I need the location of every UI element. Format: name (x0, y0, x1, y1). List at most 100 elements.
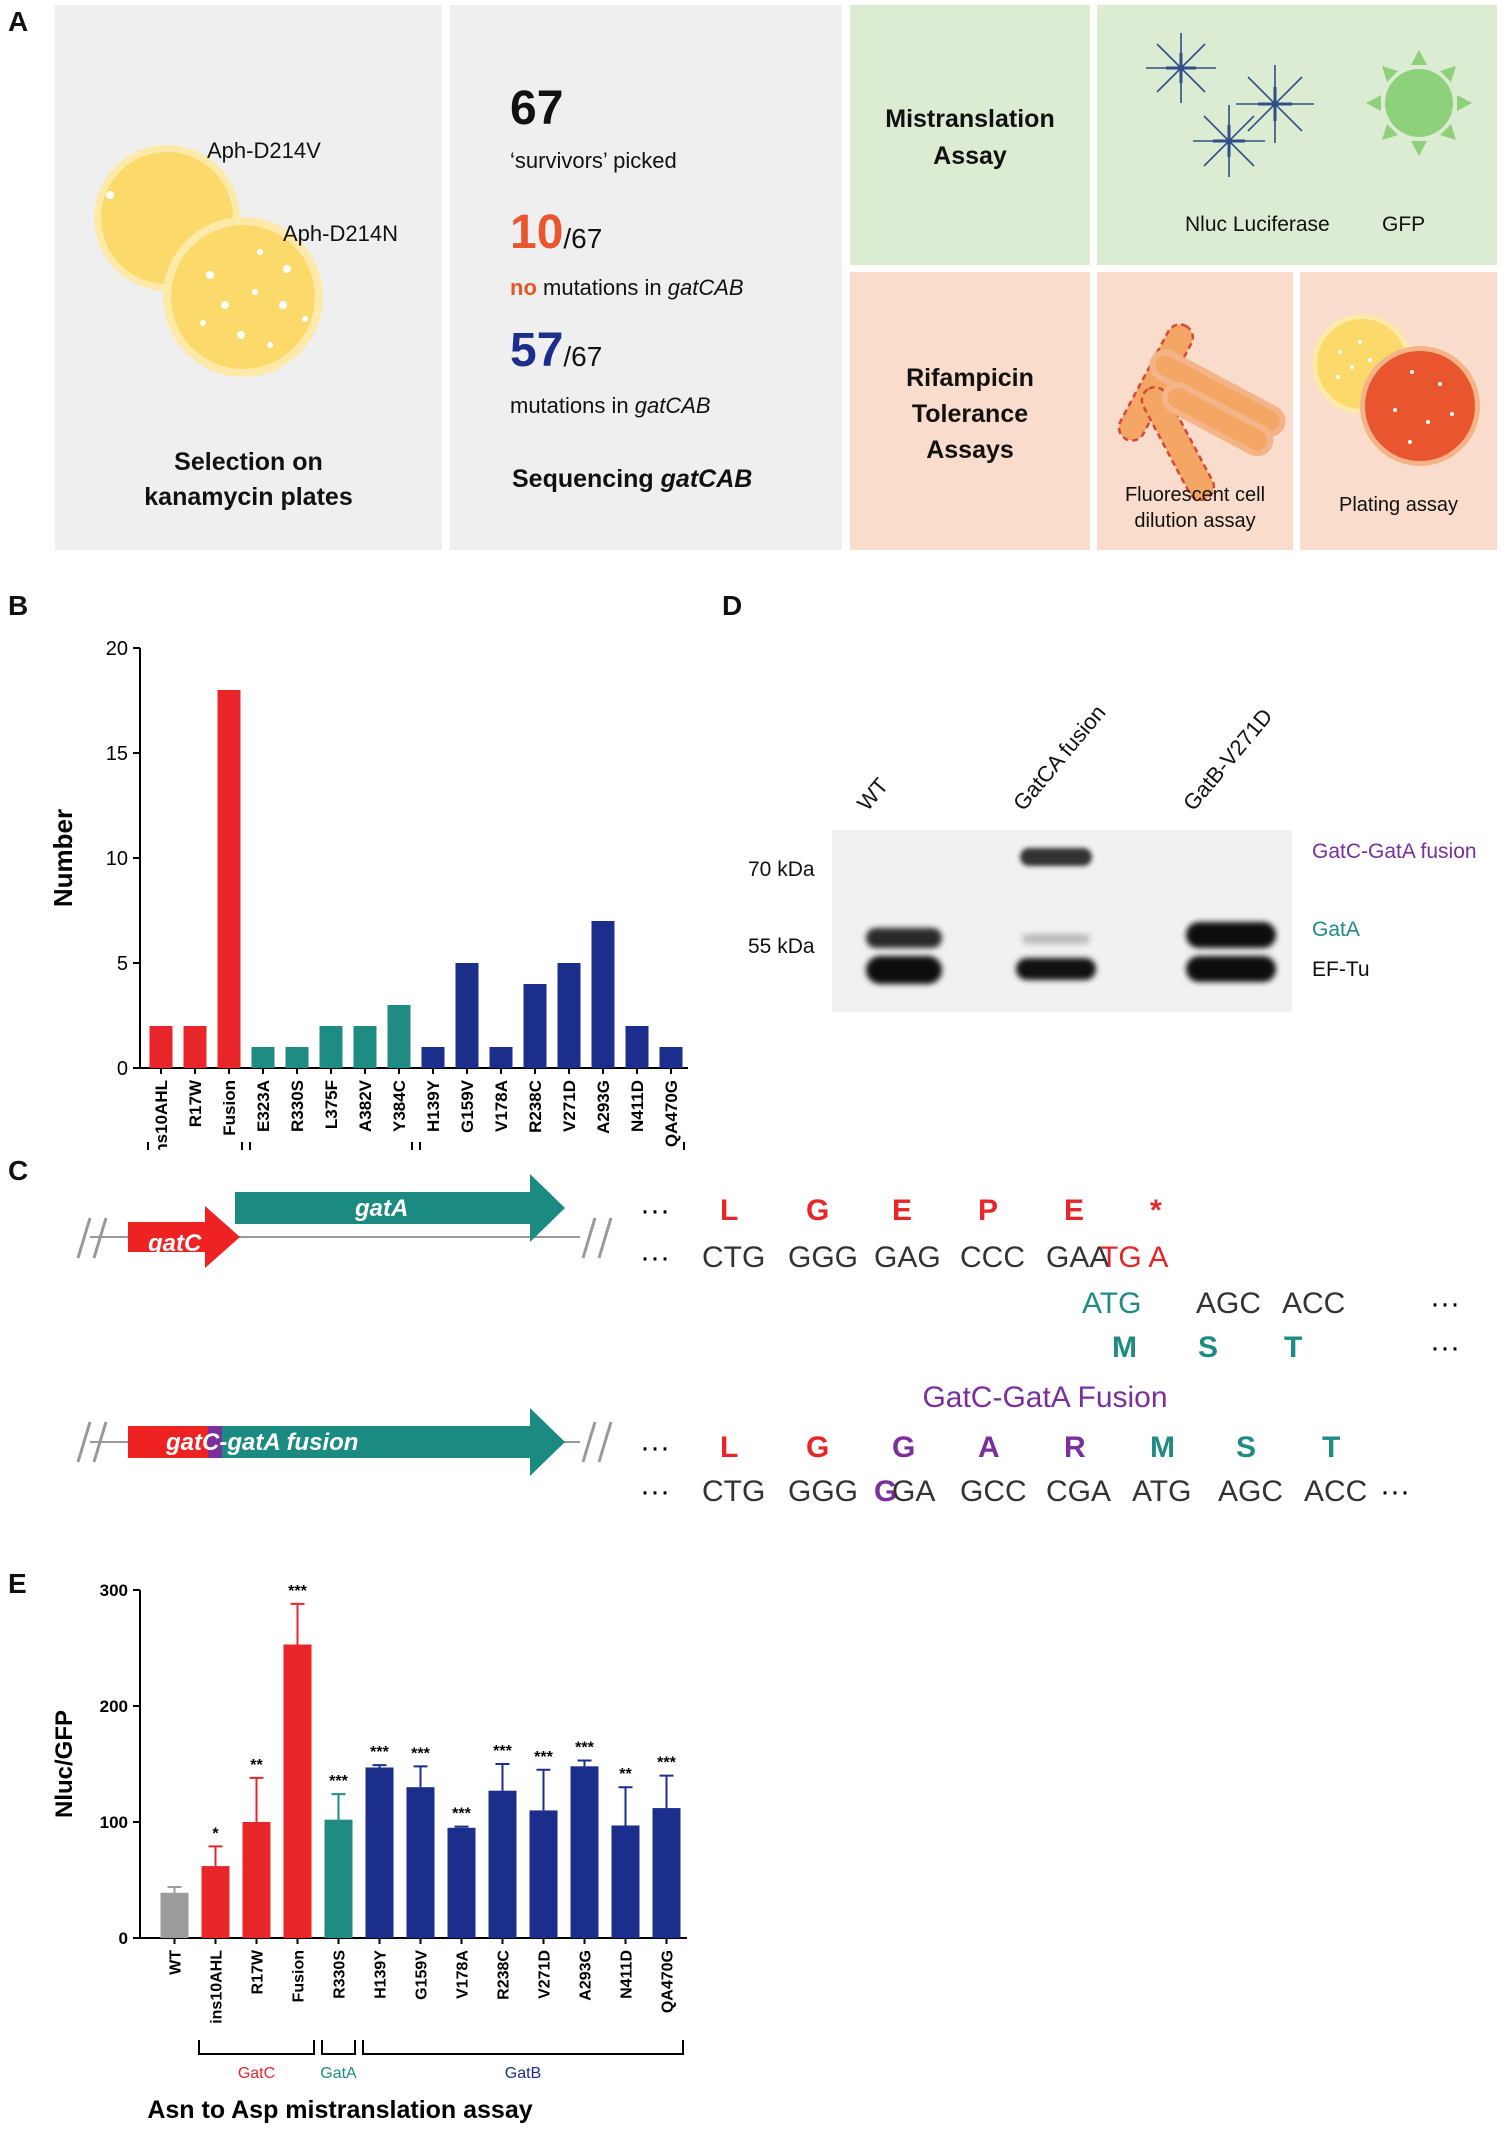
x-tick-label: N411D (619, 1950, 636, 1999)
rifampicin-title-box: Rifampicin Tolerance Assays (850, 272, 1090, 550)
x-tick-label: Fusion (291, 1950, 308, 2002)
aa-residue: L (720, 1431, 738, 1464)
significance-marker: * (212, 1825, 219, 1842)
panel-b-letter: B (8, 590, 29, 621)
fusion-gatc-segment (128, 1426, 216, 1458)
bacterium-icon (1140, 386, 1216, 502)
x-tick-label: R330S (332, 1950, 349, 1999)
error-bar (659, 1774, 674, 1809)
x-tick-label: E323A (254, 1080, 273, 1132)
bar-e323a (251, 1047, 275, 1068)
x-tick-label: R238C (526, 1080, 545, 1133)
bar-h139y (365, 1767, 394, 1938)
break-mark-icon (581, 1217, 613, 1259)
mistranslation-chart: 0 100 200 300 Nluc/GFP WT * ins10AHL ** R17W *** Fu… (51, 1581, 687, 2124)
no-mutation-count: 10 (510, 206, 564, 259)
fusion-gata-segment (222, 1408, 565, 1476)
blot-band-fusion-faint (1022, 934, 1090, 944)
error-bar (413, 1765, 428, 1788)
gfp-label: GFP (1382, 213, 1426, 236)
plate-red (1365, 351, 1475, 461)
ellipsis: ··· (1430, 1287, 1460, 1320)
fusion-title: GatC-GatA Fusion (922, 1381, 1167, 1414)
western-blot (832, 830, 1292, 1012)
plate1-label: Aph-D214V (207, 138, 321, 163)
blot-band-wt-eftu (866, 956, 942, 984)
y-tick-label: 15 (106, 743, 128, 765)
aa-residue: M (1150, 1431, 1175, 1464)
x-tick-label: A293G (578, 1950, 595, 2001)
survivors-label: ‘survivors’ picked (510, 148, 677, 173)
significance-marker: *** (329, 1773, 348, 1790)
x-tick-label: Y384C (390, 1080, 409, 1132)
bar-r330s (285, 1047, 309, 1068)
ellipsis: ··· (640, 1194, 670, 1227)
plating-box: Plating assay (1300, 272, 1497, 550)
plates-illustration (94, 145, 323, 377)
y-axis-label: Number (48, 809, 78, 907)
error-bar (536, 1768, 551, 1811)
codon: AGC (1218, 1475, 1283, 1505)
plate-d214n (171, 225, 315, 369)
gata-gene-label: gatA (355, 1195, 409, 1222)
group-label: GatC (238, 2065, 275, 2082)
codon: ACC (1304, 1475, 1367, 1505)
x-tick-label: ins10AHL (209, 1950, 226, 2024)
nluc-sparkle-icon (1193, 105, 1265, 177)
group-bracket (249, 1142, 413, 1150)
x-tick-label: H139Y (424, 1079, 443, 1132)
fusion-linker-segment (208, 1426, 222, 1458)
codon: CCC (960, 1241, 1025, 1274)
aa-residue: G (892, 1431, 915, 1464)
codon: GGG (788, 1241, 858, 1274)
sequencing-caption: Sequencing gatCAB (512, 465, 753, 493)
y-tick-label: 0 (119, 1929, 128, 1948)
bar-a293g (591, 921, 615, 1068)
mistranslation-title-2: Assay (933, 142, 1007, 170)
significance-marker: *** (452, 1806, 471, 1823)
y-tick-label: 0 (117, 1058, 128, 1080)
gatc-gene-label: gatC (148, 1230, 202, 1257)
bar-v178a (447, 1827, 476, 1938)
significance-marker: *** (657, 1755, 676, 1772)
bar-fusion (217, 690, 241, 1068)
significance-marker: ** (619, 1766, 632, 1783)
codon: CTG (702, 1475, 765, 1505)
panel-d-letter: D (722, 590, 743, 621)
bar-r17w (242, 1822, 271, 1938)
x-tick-label: R330S (288, 1080, 307, 1132)
fcd-label-1: Fluorescent cell (1124, 484, 1266, 506)
gata-arrow (235, 1174, 565, 1242)
significance-marker: *** (411, 1745, 430, 1762)
colony (106, 191, 114, 199)
group-label: GatB (505, 2065, 541, 2082)
ellipsis: ··· (640, 1475, 670, 1505)
bar-g159v (455, 963, 479, 1068)
bacteria-illustration (1117, 323, 1286, 502)
codon: CGA (1046, 1475, 1111, 1505)
aa-residue: P (978, 1194, 998, 1227)
group-bracket (419, 1142, 685, 1150)
stop-codon-tail: TG A (1100, 1241, 1168, 1274)
bacterium-icon (1161, 381, 1274, 457)
x-tick-label: N411D (628, 1080, 647, 1132)
bar-v271d (529, 1810, 558, 1938)
y-tick-label: 10 (106, 848, 128, 870)
mistranslation-title-box: Mistranslation Assay (850, 5, 1090, 265)
x-tick-label: G159V (414, 1950, 431, 2000)
group-label: GatA (320, 2065, 357, 2082)
nluc-sparkle-icon (1236, 65, 1314, 143)
bar-y384c (387, 1005, 411, 1068)
y-tick-label: 200 (100, 1697, 128, 1716)
x-tick-label: QA470G (660, 1950, 677, 2013)
mutation-stat: 57/67 (510, 323, 602, 378)
error-bar (495, 1763, 510, 1791)
error-bar (577, 1759, 592, 1767)
codon: GAA (1046, 1241, 1109, 1274)
aa-residue: E (1064, 1194, 1084, 1227)
gene-diagram (76, 1174, 613, 1476)
significance-marker: *** (288, 1583, 307, 1600)
aa-residue: T (1284, 1331, 1302, 1364)
bar-h139y (421, 1047, 445, 1068)
